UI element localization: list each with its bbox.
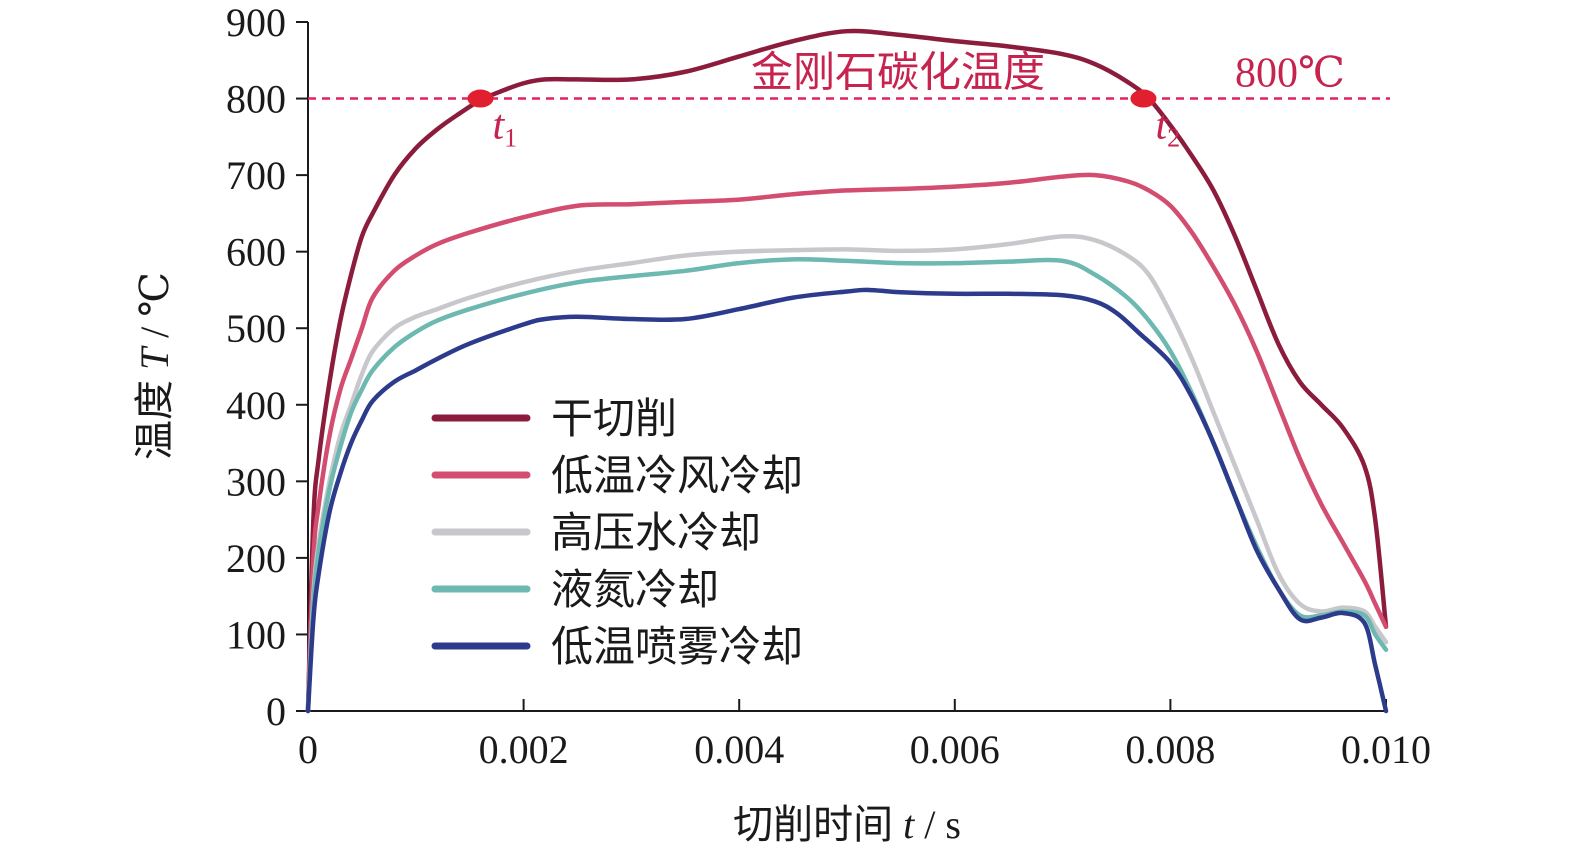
y-tick-label: 700 — [226, 153, 286, 198]
legend-label-0: 干切削 — [551, 397, 677, 443]
series-line-4 — [305, 287, 1389, 714]
y-tick-label: 200 — [226, 536, 286, 581]
axes: 0 100 200 300 400 500 600 700 800 900 0 0.002 0.004 0… — [132, 0, 1431, 847]
y-tick-label: 0 — [266, 689, 286, 734]
legend-label-3: 液氮冷却 — [551, 568, 719, 614]
y-tick-label: 900 — [226, 0, 286, 45]
y-tick-label: 100 — [226, 612, 286, 657]
x-axis-label: 切削时间 t / s — [733, 802, 961, 847]
reference-line-label: 金刚石碳化温度 — [751, 50, 1045, 97]
y-tick-label: 500 — [226, 306, 286, 351]
marker-point-1 — [467, 89, 494, 108]
legend-label-4: 低温喷雾冷却 — [551, 625, 803, 671]
x-axis-label-var: t — [903, 802, 915, 847]
x-tick-label: 0.006 — [910, 727, 1000, 772]
legend-label-2: 高压水冷却 — [551, 511, 761, 557]
series-layer — [305, 28, 1389, 714]
x-tick-label: 0.002 — [479, 727, 569, 772]
marker-label-var: t — [492, 103, 505, 149]
y-axis-label-var: T — [132, 345, 177, 370]
marker-label-2: t2 — [1155, 103, 1180, 153]
y-tick-label: 600 — [226, 230, 286, 275]
y-tick-label: 800 — [226, 77, 286, 122]
series-line-1 — [305, 172, 1389, 714]
x-tick-label: 0.004 — [694, 727, 784, 772]
x-axis-label-text: 切削时间 — [733, 802, 903, 847]
reference-value-label: 800℃ — [1235, 51, 1345, 97]
marker-label-sub: 2 — [1167, 124, 1180, 153]
y-axis-label-unit: / ℃ — [132, 272, 177, 348]
marker-point-2 — [1130, 89, 1157, 108]
x-tick-label: 0.008 — [1125, 727, 1215, 772]
marker-label-1: t1 — [492, 103, 517, 153]
series-line-0 — [305, 28, 1389, 714]
x-tick-label: 0.010 — [1341, 727, 1431, 772]
series-line-2 — [305, 233, 1389, 714]
marker-label-sub: 1 — [504, 124, 517, 153]
legend-label-1: 低温冷风冷却 — [551, 454, 803, 500]
y-tick-label: 300 — [226, 459, 286, 504]
y-tick-label: 400 — [226, 383, 286, 428]
marker-label-var: t — [1155, 103, 1168, 149]
y-axis-label-text: 温度 — [132, 370, 177, 460]
x-tick-label: 0 — [298, 727, 318, 772]
x-axis-label-unit: / s — [914, 802, 961, 847]
y-axis-label: 温度 T / ℃ — [132, 272, 177, 460]
reference-layer: 金刚石碳化温度 800℃t1 t2 — [308, 50, 1390, 153]
